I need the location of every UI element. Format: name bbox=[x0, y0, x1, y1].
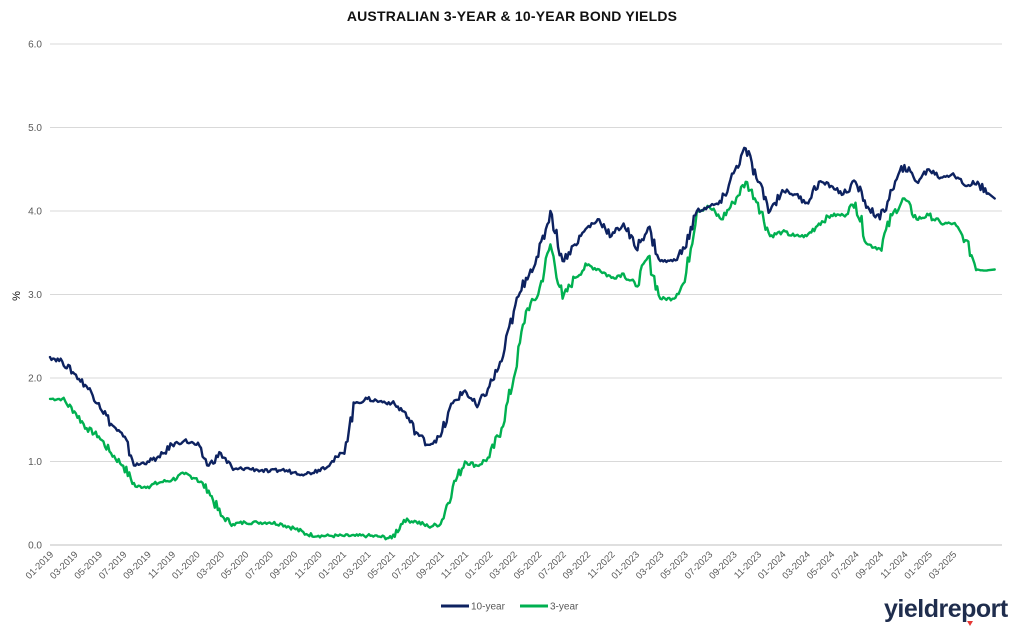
logo-accent-icon bbox=[967, 621, 973, 626]
gridlines bbox=[50, 43, 1002, 462]
legend-label: 10-year bbox=[471, 602, 506, 613]
y-tick-label: 0.0 bbox=[28, 541, 42, 552]
y-tick-label: 6.0 bbox=[28, 40, 42, 51]
x-axis-ticks: 01-201903-201905-201907-201909-201911-20… bbox=[24, 549, 960, 581]
legend: 10-year 3-year bbox=[441, 602, 579, 613]
legend-label: 3-year bbox=[550, 602, 579, 613]
y-tick-label: 3.0 bbox=[28, 290, 42, 301]
y-tick-label: 4.0 bbox=[28, 207, 42, 218]
yieldreport-logo: yieldreport bbox=[884, 594, 1020, 628]
logo-text-yield: yield bbox=[884, 595, 939, 623]
logo-text-report: report bbox=[938, 595, 1008, 623]
y-axis-label: % bbox=[11, 291, 23, 301]
series-line-10-year bbox=[48, 146, 996, 477]
chart-title: AUSTRALIAN 3-YEAR & 10-YEAR BOND YIELDS bbox=[346, 8, 678, 24]
series-lines bbox=[48, 146, 996, 541]
y-tick-label: 5.0 bbox=[28, 123, 42, 134]
series-line-3-year bbox=[48, 180, 996, 541]
y-tick-label: 1.0 bbox=[28, 457, 42, 468]
y-axis-ticks: 0.0 1.0 2.0 3.0 4.0 5.0 6.0 bbox=[28, 40, 42, 552]
y-tick-label: 2.0 bbox=[28, 374, 42, 385]
